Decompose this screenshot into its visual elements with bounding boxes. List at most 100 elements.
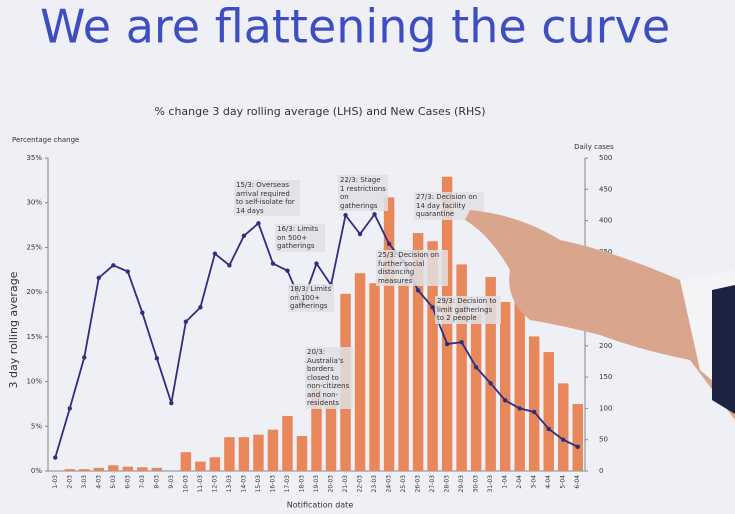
x-tick-label: 31-03	[487, 475, 494, 493]
y2-title: Daily cases	[574, 143, 614, 151]
line-point	[430, 305, 435, 310]
y2-tick-label: 300	[599, 279, 612, 287]
y-tick-label: 20%	[26, 288, 42, 296]
line-point	[154, 356, 160, 361]
x-tick-label: 6-04	[574, 475, 581, 489]
bar	[499, 301, 511, 471]
line-point	[561, 437, 566, 442]
y2-tick-label: 50	[599, 436, 608, 444]
bar	[470, 314, 482, 471]
bar	[325, 402, 337, 471]
line-point	[169, 400, 174, 406]
x-tick-label: 22-03	[357, 475, 364, 493]
x-tick-label: 8-03	[153, 475, 160, 489]
bar	[267, 429, 279, 471]
x-tick-label: 2-04	[516, 475, 523, 489]
bar	[180, 452, 192, 471]
x-tick-label: 4-03	[95, 475, 102, 489]
y2-tick-label: 200	[599, 342, 612, 350]
x-tick-label: 17-03	[284, 475, 291, 493]
bar	[137, 467, 148, 471]
line-point	[532, 409, 537, 415]
line-point	[140, 310, 145, 315]
line-point	[285, 268, 290, 273]
x-tick-label: 5-04	[560, 475, 567, 489]
line-point	[459, 340, 464, 345]
x-tick-label: 30-03	[473, 475, 480, 493]
bar	[412, 233, 424, 471]
line-point	[386, 241, 392, 247]
y-tick-label: 35%	[26, 154, 42, 162]
line-point	[82, 355, 87, 360]
line-point	[357, 231, 363, 237]
x-title: Notification date	[287, 501, 354, 510]
x-tick-label: 10-03	[182, 475, 189, 493]
x-tick-label: 26-03	[415, 475, 422, 493]
y2-tick-label: 100	[599, 404, 612, 412]
annotation: 20/3: Australia's borders closed to non-…	[305, 347, 353, 409]
line-point	[488, 381, 493, 386]
line-point	[314, 261, 319, 266]
line-point	[517, 406, 522, 411]
line-point	[53, 455, 58, 460]
bar	[572, 404, 583, 471]
y2-tick-label: 150	[599, 373, 612, 381]
bar	[398, 283, 409, 471]
bar	[282, 415, 293, 471]
x-tick-label: 13-03	[226, 475, 233, 493]
x-tick-label: 23-03	[371, 475, 378, 493]
x-tick-label: 27-03	[429, 475, 436, 493]
annotation: 25/3: Decision on further social distanc…	[376, 250, 448, 286]
x-tick-label: 1-04	[502, 475, 509, 489]
x-tick-label: 28-03	[444, 475, 451, 493]
bar	[238, 437, 250, 471]
bar	[79, 469, 90, 471]
y-tick-label: 0%	[31, 467, 42, 475]
x-tick-label: 6-03	[124, 475, 131, 489]
bar	[108, 465, 119, 471]
line-point	[270, 261, 276, 266]
x-tick-label: 18-03	[298, 475, 305, 493]
line-point	[444, 341, 450, 347]
line-point	[372, 212, 377, 217]
bar	[122, 466, 134, 471]
bar	[456, 264, 467, 471]
bar	[151, 467, 163, 471]
line-point	[415, 288, 421, 293]
bar	[224, 437, 235, 471]
x-tick-label: 16-03	[269, 475, 276, 493]
bar	[209, 457, 221, 471]
x-tick-label: 24-03	[386, 475, 393, 493]
x-tick-label: 11-03	[197, 475, 204, 493]
line-point	[546, 426, 551, 432]
chart-title: % change 3 day rolling average (LHS) and…	[154, 105, 485, 118]
y2-tick-label: 250	[599, 311, 612, 319]
line-point	[575, 444, 580, 450]
line-point	[96, 275, 101, 281]
y-tick-label: 5%	[31, 422, 42, 430]
y-tick-label: 15%	[26, 333, 42, 341]
x-tick-label: 15-03	[255, 475, 262, 493]
x-tick-label: 14-03	[240, 475, 247, 493]
annotation: 16/3: Limits on 500+ gatherings	[275, 224, 325, 252]
annotation: 22/3: Stage 1 restrictions on gatherings	[338, 175, 388, 211]
x-tick-label: 4-04	[545, 475, 552, 489]
line-point	[241, 233, 247, 239]
y-unit-label: Percentage change	[12, 136, 79, 144]
x-tick-label: 19-03	[313, 475, 320, 493]
x-tick-label: 25-03	[400, 475, 407, 493]
line-point	[502, 398, 508, 403]
line-point	[343, 213, 348, 218]
line-point	[473, 365, 479, 370]
y-tick-label: 30%	[26, 199, 42, 207]
bar	[543, 352, 554, 471]
bar	[311, 388, 322, 471]
bar	[93, 467, 105, 471]
x-tick-label: 3-04	[531, 475, 538, 489]
bar	[441, 176, 453, 471]
line-point	[227, 263, 232, 268]
line-point	[198, 305, 203, 310]
annotation: 18/3: Limits on 100+ gatherings	[288, 284, 334, 312]
x-tick-label: 3-03	[81, 475, 88, 489]
